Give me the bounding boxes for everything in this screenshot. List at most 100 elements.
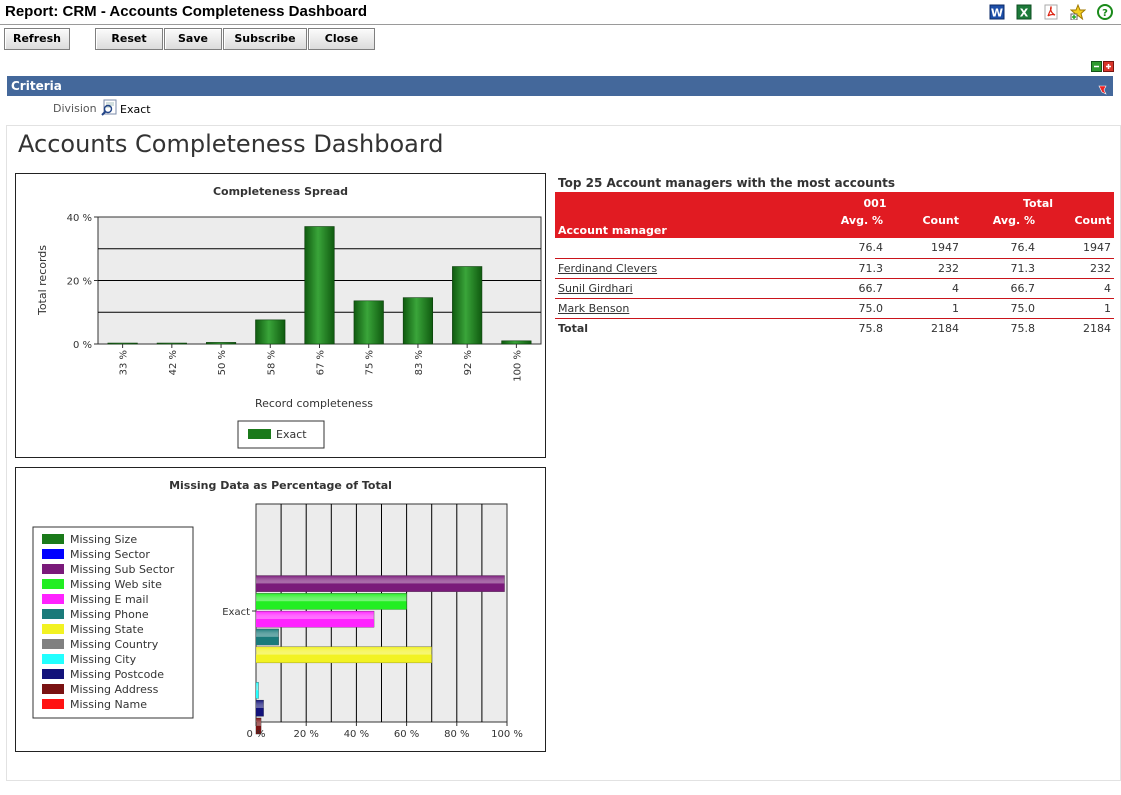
legend-swatch bbox=[42, 639, 64, 649]
legend-label: Missing Name bbox=[70, 698, 147, 711]
x-tick-label: 100 % bbox=[512, 350, 523, 382]
group-header-001: 001 bbox=[788, 192, 962, 214]
missing-data-chart: Missing Data as Percentage of Total Miss… bbox=[15, 467, 546, 752]
bar-shine bbox=[256, 646, 432, 663]
bar-shine bbox=[256, 575, 505, 592]
x-axis-label: Record completeness bbox=[255, 397, 373, 410]
bar[interactable] bbox=[353, 300, 384, 345]
count-cell: 4 bbox=[1038, 278, 1114, 299]
criteria-label: Criteria bbox=[11, 79, 62, 93]
avg-cell: 75.0 bbox=[962, 298, 1038, 319]
table-row: Sunil Girdhari 66.7 4 66.7 4 bbox=[555, 278, 1114, 299]
total-row: Total 75.8 2184 75.8 2184 bbox=[555, 318, 1114, 338]
count-cell: 1 bbox=[886, 298, 962, 319]
chart-title: Completeness Spread bbox=[212, 185, 349, 198]
save-button[interactable]: Save bbox=[164, 28, 222, 50]
bar[interactable] bbox=[304, 226, 335, 345]
count-cell: 2184 bbox=[931, 321, 959, 335]
legend-swatch bbox=[42, 609, 64, 619]
bar[interactable] bbox=[452, 266, 483, 345]
avg-cell: 66.7 bbox=[962, 278, 1038, 299]
pdf-export-icon[interactable] bbox=[1043, 4, 1059, 20]
criteria-header[interactable]: Criteria bbox=[7, 76, 1113, 96]
legend-label: Missing Postcode bbox=[70, 668, 164, 681]
count-cell: 232 bbox=[1038, 258, 1114, 279]
bar[interactable] bbox=[107, 342, 138, 345]
account-manager-cell[interactable]: Sunil Girdhari bbox=[555, 278, 788, 299]
bar[interactable] bbox=[402, 297, 434, 345]
legend-label: Missing Country bbox=[70, 638, 159, 651]
x-tick-label: 100 % bbox=[491, 729, 523, 740]
chart-title: Missing Data as Percentage of Total bbox=[169, 479, 392, 492]
column-header-avg: Avg. % bbox=[788, 214, 886, 238]
close-button[interactable]: Close bbox=[308, 28, 375, 50]
bar[interactable] bbox=[255, 319, 286, 345]
bar-shine bbox=[256, 611, 374, 628]
y-tick-label: 0 % bbox=[73, 340, 92, 351]
legend-label: Missing Address bbox=[70, 683, 159, 696]
criteria-pin-icon[interactable] bbox=[1098, 81, 1107, 95]
division-lookup-icon[interactable] bbox=[101, 99, 119, 117]
refresh-button[interactable]: Refresh bbox=[4, 28, 70, 50]
legend-label: Missing E mail bbox=[70, 593, 149, 606]
bar[interactable] bbox=[205, 342, 237, 345]
x-tick-label: 42 % bbox=[168, 350, 179, 375]
column-header-account-manager: Account manager bbox=[555, 214, 788, 238]
division-value: Exact bbox=[120, 103, 151, 116]
reset-button[interactable]: Reset bbox=[95, 28, 163, 50]
svg-text:?: ? bbox=[1102, 8, 1108, 19]
x-tick-label: 58 % bbox=[266, 350, 277, 375]
svg-text:W: W bbox=[991, 7, 1003, 20]
word-export-icon[interactable]: W bbox=[989, 4, 1005, 20]
x-tick-label: 50 % bbox=[217, 350, 228, 375]
bar-shine bbox=[256, 682, 259, 699]
bar-shine bbox=[256, 718, 262, 734]
table-row: 76.4 1947 76.4 1947 bbox=[555, 238, 1114, 259]
excel-export-icon[interactable]: X bbox=[1016, 4, 1032, 20]
subscribe-button[interactable]: Subscribe bbox=[223, 28, 307, 50]
account-managers-table: 001 Total Account manager Avg. % Count A… bbox=[555, 192, 1114, 338]
bar-shine bbox=[256, 629, 279, 645]
avg-cell: 66.7 bbox=[788, 278, 886, 299]
legend-swatch bbox=[42, 564, 64, 574]
chart-legend: Exact bbox=[237, 420, 325, 449]
account-manager-cell[interactable]: Ferdinand Clevers bbox=[555, 258, 788, 279]
add-favorite-icon[interactable] bbox=[1069, 3, 1087, 21]
legend-label: Missing Sector bbox=[70, 548, 150, 561]
x-tick-label: 92 % bbox=[463, 350, 474, 375]
x-tick-label: 80 % bbox=[444, 729, 469, 740]
count-cell: 232 bbox=[886, 258, 962, 279]
total-label: Total bbox=[558, 321, 589, 335]
legend-swatch bbox=[42, 669, 64, 679]
completeness-spread-chart: Completeness Spread 0 % 20 % 40 % 33 % 42 %… bbox=[15, 173, 546, 458]
account-manager-link[interactable]: Mark Benson bbox=[558, 301, 630, 315]
avg-cell: 71.3 bbox=[962, 258, 1038, 279]
bar[interactable] bbox=[156, 342, 187, 345]
legend-label: Missing City bbox=[70, 653, 137, 666]
avg-cell: 75.8 bbox=[858, 321, 884, 335]
count-cell: 4 bbox=[886, 278, 962, 299]
group-header-total: Total bbox=[962, 192, 1114, 214]
account-manager-link[interactable]: Sunil Girdhari bbox=[558, 281, 633, 295]
legend-swatch bbox=[42, 699, 64, 709]
legend-swatch bbox=[42, 549, 64, 559]
report-title: Report: CRM - Accounts Completeness Dash… bbox=[5, 3, 367, 20]
y-tick-label: 20 % bbox=[67, 277, 92, 288]
column-header-avg: Avg. % bbox=[962, 214, 1038, 238]
division-label: Division bbox=[53, 102, 97, 115]
column-header-spacer bbox=[555, 192, 788, 214]
legend-swatch bbox=[42, 624, 64, 634]
bar[interactable] bbox=[501, 340, 532, 345]
legend-label: Missing Sub Sector bbox=[70, 563, 175, 576]
account-manager-link[interactable]: Ferdinand Clevers bbox=[558, 261, 658, 275]
column-header-count: Count bbox=[1038, 214, 1114, 238]
account-manager-cell[interactable]: Mark Benson bbox=[555, 298, 788, 319]
legend-label: Missing Size bbox=[70, 533, 137, 546]
y-tick-label: 40 % bbox=[67, 213, 92, 224]
expand-collapse-icon[interactable] bbox=[1091, 58, 1115, 72]
avg-cell: 71.3 bbox=[788, 258, 886, 279]
help-icon[interactable]: ? bbox=[1097, 4, 1113, 20]
x-tick-label: 40 % bbox=[344, 729, 369, 740]
table-title: Top 25 Account managers with the most ac… bbox=[558, 176, 896, 190]
table-row: Ferdinand Clevers 71.3 232 71.3 232 bbox=[555, 258, 1114, 279]
